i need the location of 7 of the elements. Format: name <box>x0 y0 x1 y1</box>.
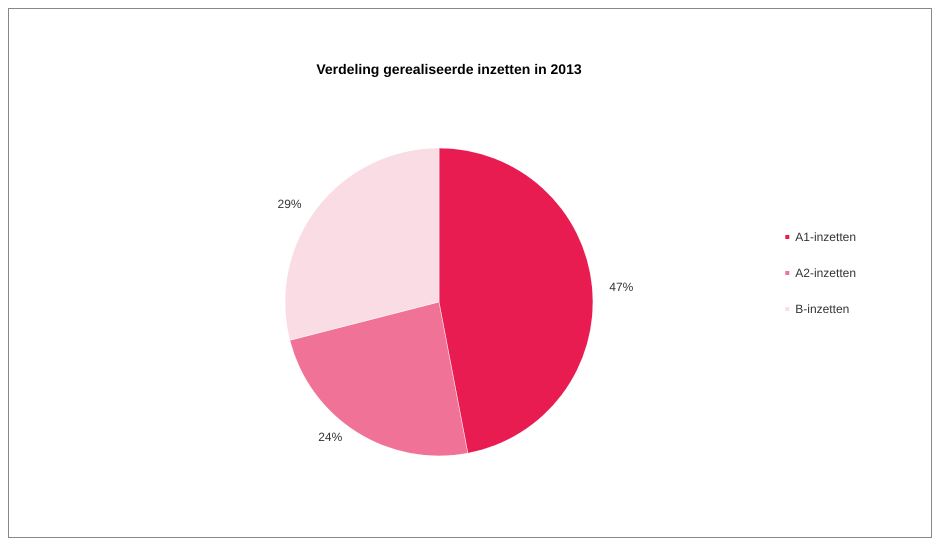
data-label: 29% <box>278 196 302 211</box>
chart-title: Verdeling gerealiseerde inzetten in 2013 <box>316 61 582 77</box>
legend-label: A2-inzetten <box>795 266 856 280</box>
data-label: 47% <box>609 280 634 294</box>
data-label: 24% <box>318 430 343 444</box>
legend-label: A1-inzetten <box>795 230 856 244</box>
legend-label: B-inzetten <box>795 302 850 316</box>
